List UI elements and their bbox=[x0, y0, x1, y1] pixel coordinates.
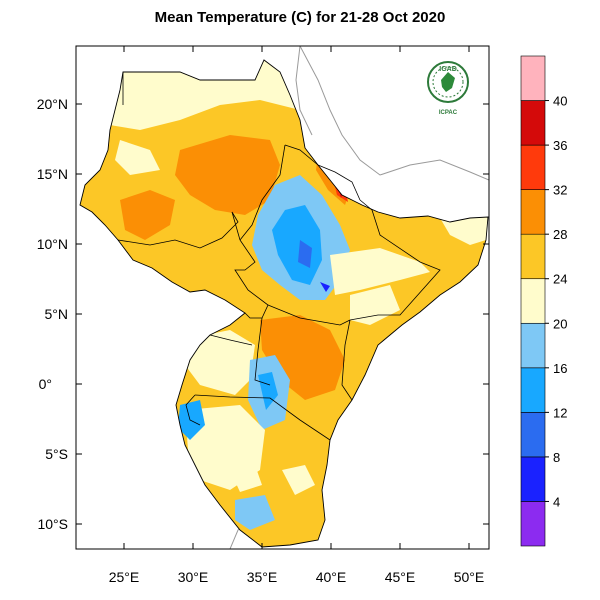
lon-label-50e: 50°E bbox=[454, 569, 485, 585]
longitude-labels: 25°E 30°E 35°E 40°E 45°E 50°E bbox=[109, 569, 485, 585]
colorbar-label: 8 bbox=[553, 450, 560, 465]
colorbar-swatch bbox=[520, 144, 546, 190]
colorbar-swatch bbox=[520, 501, 546, 547]
neighbour-coast-2 bbox=[295, 46, 313, 136]
lon-label-25e: 25°E bbox=[109, 569, 140, 585]
logo-africa-icon bbox=[441, 72, 455, 92]
logo-center-text: ICPAC bbox=[439, 110, 458, 116]
map-frame bbox=[75, 45, 490, 550]
field-south-20-24 bbox=[230, 465, 262, 492]
lat-label-10n: 10°N bbox=[37, 236, 68, 252]
colorbar-label: 40 bbox=[553, 94, 567, 109]
border-sudan-ethiopia bbox=[239, 144, 286, 241]
lat-label-10s: 10°S bbox=[37, 516, 68, 532]
field-east-ethiopia-20-24 bbox=[330, 248, 430, 295]
lat-label-15n: 15°N bbox=[37, 166, 68, 182]
field-horn-20-24 bbox=[440, 217, 488, 245]
logo-laurel bbox=[432, 66, 464, 98]
field-lake-tanganyika-12-16 bbox=[178, 400, 205, 440]
colorbar: 4 8 12 16 20 24 28 32 36 40 bbox=[520, 55, 567, 547]
colorbar-label: 28 bbox=[553, 227, 567, 242]
lat-label-0: 0° bbox=[39, 376, 52, 392]
logo-org-text: IGAD bbox=[439, 66, 457, 73]
colorbar-swatch bbox=[520, 367, 546, 413]
colorbar-swatch bbox=[520, 100, 546, 146]
lon-label-35e: 35°E bbox=[247, 569, 278, 585]
border-eritrea-ethiopia bbox=[317, 164, 361, 201]
colorbar-swatch bbox=[520, 233, 546, 280]
colorbar-label: 4 bbox=[553, 494, 560, 509]
field-ethiopia-4-8 bbox=[320, 282, 330, 292]
colorbar-swatch bbox=[520, 189, 546, 235]
border-sudan-southsudan bbox=[117, 211, 241, 249]
border-kenya-somalia bbox=[341, 319, 353, 401]
lon-label-30e: 30°E bbox=[178, 569, 209, 585]
lat-label-5n: 5°N bbox=[45, 306, 69, 322]
border-ethiopia-somalia bbox=[349, 209, 441, 321]
border-southsudan-uganda bbox=[209, 334, 253, 346]
field-sudan-28-32 bbox=[175, 135, 280, 215]
colorbar-label: 16 bbox=[553, 361, 567, 376]
colorbar-swatch bbox=[520, 456, 546, 502]
colorbar-label: 32 bbox=[553, 183, 567, 198]
border-sudan-eritrea-north bbox=[284, 144, 319, 166]
field-patch-20-24 bbox=[115, 140, 160, 175]
border-tanzania-north bbox=[194, 394, 331, 441]
colorbar-swatch bbox=[520, 412, 546, 458]
field-southern-highlands-16-20 bbox=[235, 495, 275, 530]
field-darfur-28-32 bbox=[120, 190, 175, 240]
field-ethiopia-8-12 bbox=[298, 240, 312, 268]
axis-ticks bbox=[76, 46, 489, 549]
colorbar-swatch bbox=[520, 278, 546, 324]
igad-logo: IGAD ICPAC bbox=[427, 61, 469, 116]
colorbar-label: 20 bbox=[553, 316, 567, 331]
field-coast-20-24 bbox=[282, 465, 315, 495]
lat-label-5s: 5°S bbox=[45, 446, 68, 462]
neighbour-coast bbox=[299, 46, 489, 181]
border-southsudan-ethiopia bbox=[234, 239, 269, 319]
border-rwanda-burundi bbox=[185, 394, 201, 426]
colorbar-label: 12 bbox=[553, 405, 567, 420]
latitude-labels: 20°N 15°N 10°N 5°N 0° 5°S 10°S bbox=[37, 96, 68, 532]
colorbar-label: 36 bbox=[553, 138, 567, 153]
colorbar-swatch bbox=[520, 55, 546, 101]
country-borders bbox=[117, 72, 441, 441]
border-ethiopia-kenya bbox=[267, 304, 351, 326]
colorbar-label: 24 bbox=[553, 272, 567, 287]
colorbar-swatch bbox=[520, 322, 546, 369]
land-outline bbox=[79, 59, 489, 548]
lon-label-40e: 40°E bbox=[316, 569, 347, 585]
border-djibouti bbox=[359, 199, 373, 211]
lon-label-45e: 45°E bbox=[385, 569, 416, 585]
lat-label-20n: 20°N bbox=[37, 96, 68, 112]
border-uganda-kenya bbox=[254, 317, 271, 386]
map-title: Mean Temperature (C) for 21-28 Oct 2020 bbox=[154, 9, 446, 26]
